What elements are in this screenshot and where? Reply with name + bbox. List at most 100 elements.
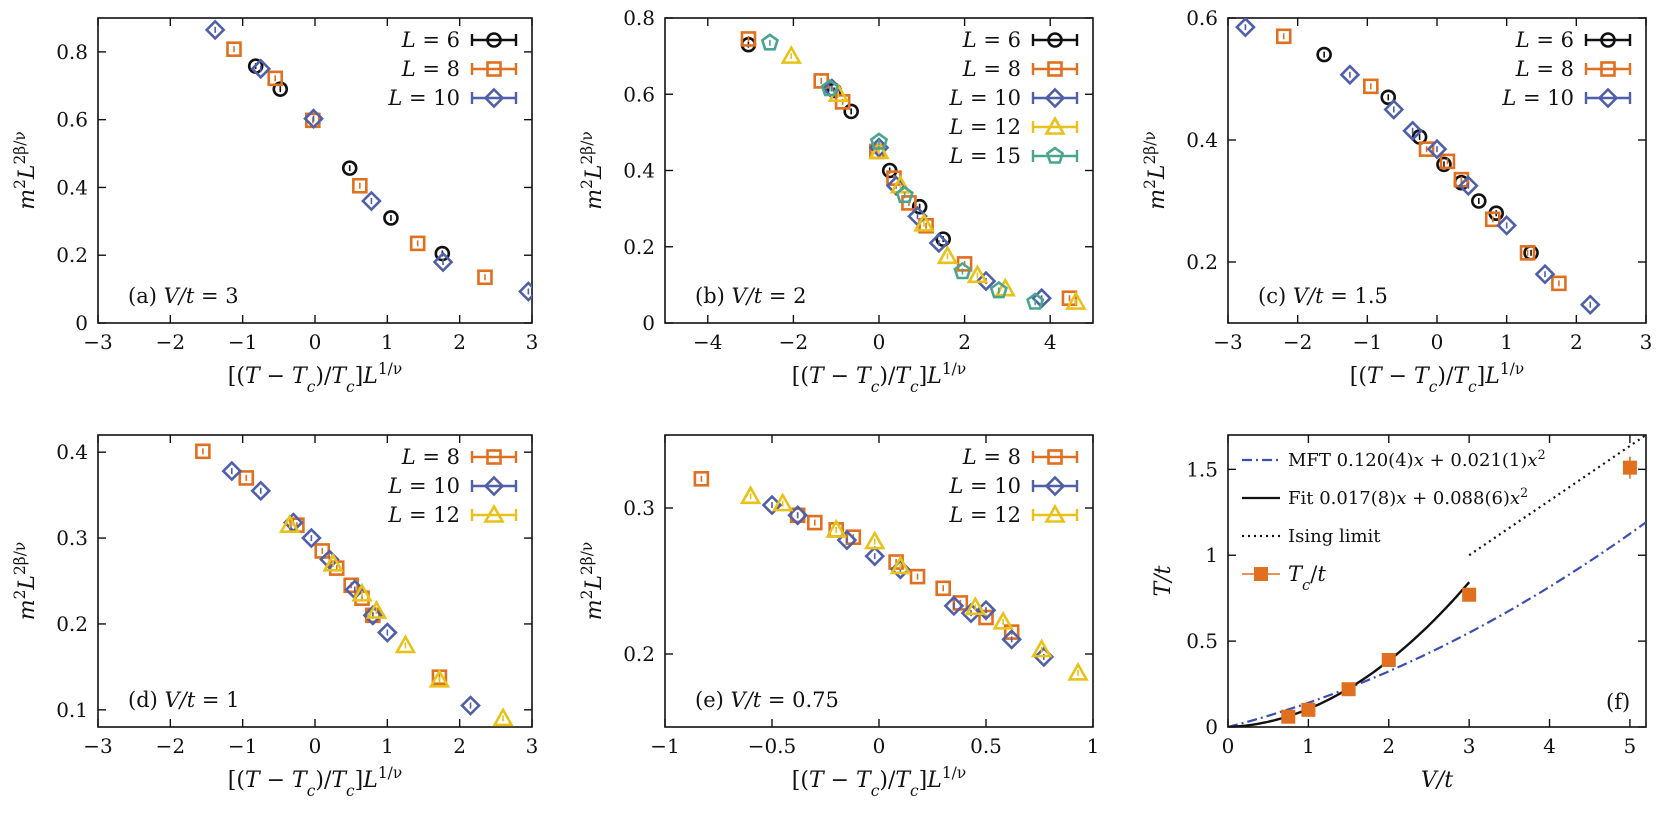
label-segment: (a) — [128, 284, 164, 308]
label-segment: L — [962, 445, 977, 469]
data-layer — [1235, 18, 1601, 316]
label-segment: ] — [919, 364, 928, 389]
data-point — [1030, 638, 1053, 658]
data-point — [771, 492, 794, 512]
data-layer — [195, 443, 514, 727]
series-l-6 — [1316, 46, 1539, 261]
label-segment: (b) — [695, 284, 732, 308]
data-point — [1436, 156, 1452, 173]
label-segment: m — [1145, 189, 1170, 210]
legend: L = 8L = 10L = 12 — [387, 445, 518, 527]
label-segment: L — [926, 364, 942, 389]
data-point — [1301, 702, 1316, 717]
label-segment: [( — [1350, 364, 1367, 389]
x-tick-label: −2 — [779, 330, 808, 354]
label-segment: m — [582, 599, 607, 620]
y-tick-label: 0.2 — [56, 612, 88, 636]
data-point — [693, 470, 710, 487]
label-segment: (e) — [695, 688, 731, 712]
label-segment: L — [962, 57, 977, 81]
legend: L = 6L = 8L = 10 — [387, 28, 518, 110]
label-segment: c — [871, 782, 880, 800]
legend-label: L = 12 — [387, 503, 460, 527]
label-segment: T — [809, 364, 826, 389]
data-point — [1275, 28, 1292, 45]
data-layer — [693, 470, 1089, 681]
data-layer — [740, 31, 1087, 310]
y-tick-label: 0.8 — [56, 40, 88, 64]
x-tick-label: −4 — [693, 330, 722, 354]
label-segment: = 12 — [963, 503, 1021, 527]
label-segment: c — [1429, 378, 1438, 396]
label-segment: c — [871, 378, 880, 396]
label-segment: c — [307, 378, 316, 396]
legend-label: L = 12 — [948, 503, 1021, 527]
label-segment: Ising limit — [1288, 526, 1381, 547]
label-segment: [( — [792, 364, 809, 389]
legend-label: L = 8 — [401, 445, 460, 469]
data-point — [966, 264, 989, 284]
data-point — [362, 605, 384, 626]
legend-marker — [1597, 87, 1619, 109]
x-tick-label: 0 — [1431, 330, 1444, 354]
legend-label: MFT 0.120(4)x + 0.021(1)x2 — [1288, 447, 1546, 472]
label-segment: ] — [355, 768, 364, 793]
data-point — [780, 44, 802, 64]
data-point — [361, 190, 382, 212]
x-tick-label: −3 — [1213, 330, 1242, 354]
plot-frame — [664, 434, 1094, 728]
x-tick-label: −0.5 — [748, 734, 797, 758]
data-point — [1363, 78, 1379, 95]
data-point — [989, 280, 1008, 299]
legend: L = 6L = 8L = 10L = 12L = 15 — [948, 28, 1079, 168]
label-segment: 2 — [578, 179, 596, 189]
data-layer — [1228, 435, 1646, 727]
panel-f: 0 1 2 3 4 500.511.5V/tT/t(f)MFT 0.120(4)x + 0… — [1151, 434, 1647, 793]
label-segment: c — [1468, 378, 1477, 396]
label-segment: 2 — [1538, 447, 1546, 462]
label-segment: = 10 — [402, 86, 460, 110]
label-segment: / — [1310, 562, 1318, 586]
plot-frame — [97, 434, 533, 728]
legend-label: L = 8 — [962, 57, 1021, 81]
data-point — [267, 70, 284, 87]
label-segment: L — [1501, 86, 1516, 110]
label-segment: m — [582, 189, 607, 210]
x-tick-label: 1 — [1302, 734, 1315, 758]
data-point — [278, 514, 301, 533]
legend-marker — [483, 503, 505, 523]
label-segment: L — [582, 164, 607, 180]
x-tick-label: 1 — [381, 330, 394, 354]
x-tick-label: 3 — [526, 330, 539, 354]
x-tick-label: 3 — [526, 734, 539, 758]
data-point — [432, 251, 454, 273]
legend-marker — [1044, 115, 1066, 135]
data-point — [739, 485, 762, 505]
label-segment: − — [260, 768, 292, 793]
y-axis-label: m2L2β/ν — [11, 542, 40, 621]
panel-d: −3 −2 −1 0 1 2 30.10.20.30.4[(T − Tc)/Tc]L1/νm… — [11, 434, 539, 800]
curve-dash-dot — [1228, 521, 1646, 727]
label-segment: c — [1302, 577, 1310, 594]
label-segment: T — [856, 768, 873, 793]
y-tick-label: 0.6 — [623, 82, 655, 106]
x-axis-label: [(T − Tc)/Tc]L1/ν — [792, 764, 966, 800]
data-point — [911, 198, 928, 215]
series-l-10 — [204, 19, 532, 302]
legend-marker — [483, 87, 505, 109]
label-segment: ] — [919, 768, 928, 793]
label-segment: = 8 — [416, 57, 460, 81]
y-tick-label: 1 — [1205, 543, 1218, 567]
data-point — [820, 78, 839, 97]
data-point — [889, 174, 912, 194]
label-segment: L — [948, 115, 963, 139]
data-layer — [204, 19, 532, 302]
legend-label: Tc/t — [1288, 562, 1326, 594]
data-point — [869, 132, 889, 150]
data-point — [1383, 99, 1405, 120]
x-tick-label: 4 — [1543, 734, 1556, 758]
x-tick-label: 3 — [1463, 734, 1476, 758]
x-tick-label: 5 — [1624, 734, 1637, 758]
label-segment: = 1.5 — [1324, 284, 1388, 308]
x-tick-label: 1 — [1087, 734, 1100, 758]
